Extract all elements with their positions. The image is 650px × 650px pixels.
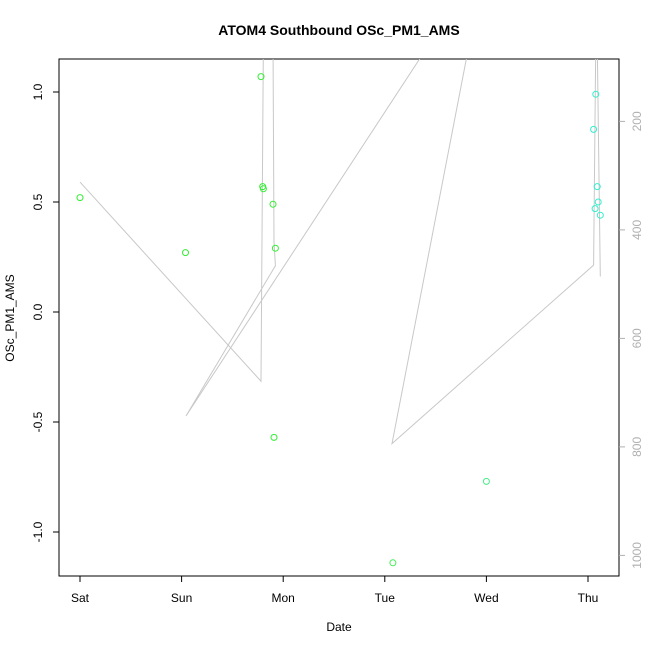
x-tick-label: Sun bbox=[171, 591, 192, 605]
data-point bbox=[270, 433, 278, 441]
y-tick-label: 0.0 bbox=[31, 303, 45, 320]
data-point bbox=[76, 194, 84, 202]
plot-frame bbox=[58, 58, 620, 577]
y2-tick-label: 400 bbox=[630, 220, 644, 240]
y-tick-label: -1.0 bbox=[31, 521, 45, 542]
data-point bbox=[182, 249, 189, 257]
y-axis: -1.0 -0.5 0.0 0.5 1.0 bbox=[31, 83, 59, 542]
line-series bbox=[79, 59, 601, 445]
points-group bbox=[76, 73, 604, 567]
x-tick-label: Thu bbox=[578, 591, 599, 605]
data-point bbox=[257, 73, 265, 81]
y2-tick-label: 1000 bbox=[630, 542, 644, 569]
x-axis-label: Date bbox=[326, 620, 352, 634]
chart-title: ATOM4 Southbound OSc_PM1_AMS bbox=[218, 22, 459, 38]
data-point bbox=[594, 198, 602, 206]
y2-tick-label: 600 bbox=[630, 328, 644, 348]
line-series-path bbox=[79, 59, 601, 445]
data-point bbox=[389, 559, 397, 567]
data-point bbox=[590, 125, 598, 133]
y2-tick-label: 800 bbox=[630, 437, 644, 457]
x-axis: Sat Sun Mon Tue Wed Thu bbox=[71, 576, 598, 605]
data-point bbox=[482, 477, 490, 485]
y2-tick-label: 200 bbox=[630, 111, 644, 131]
data-point bbox=[259, 185, 267, 193]
x-tick-label: Sat bbox=[71, 591, 90, 605]
data-point bbox=[269, 200, 277, 208]
data-point bbox=[592, 90, 600, 98]
data-point bbox=[271, 244, 279, 252]
y-tick-label: 0.5 bbox=[31, 193, 45, 210]
x-tick-label: Mon bbox=[272, 591, 295, 605]
y-tick-label: 1.0 bbox=[31, 83, 45, 100]
data-point bbox=[596, 211, 604, 219]
y2-axis: 200 400 600 800 1000 bbox=[619, 111, 644, 569]
data-point bbox=[593, 183, 601, 191]
x-tick-label: Wed bbox=[474, 591, 498, 605]
y-tick-label: -0.5 bbox=[31, 411, 45, 432]
x-tick-label: Tue bbox=[375, 591, 396, 605]
data-point bbox=[591, 205, 599, 213]
y-axis-label: OSc_PM1_AMS bbox=[3, 274, 17, 361]
